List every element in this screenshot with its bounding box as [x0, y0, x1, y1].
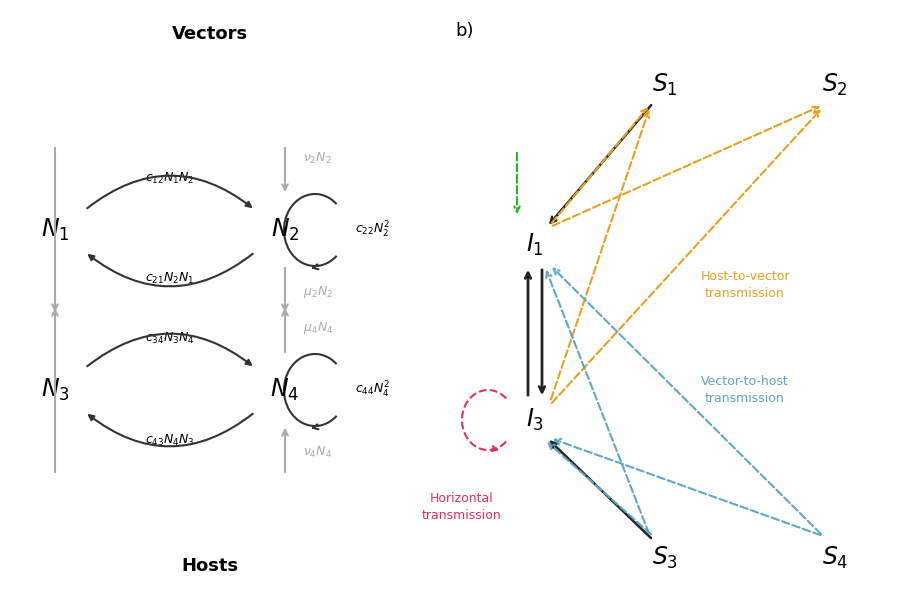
- Text: $N_2$: $N_2$: [271, 217, 300, 243]
- FancyArrowPatch shape: [89, 254, 253, 286]
- Text: $S_1$: $S_1$: [652, 72, 678, 98]
- Text: $N_4$: $N_4$: [270, 377, 300, 403]
- Text: $S_4$: $S_4$: [822, 545, 849, 571]
- Text: $N_3$: $N_3$: [40, 377, 69, 403]
- Text: $c_{12}N_1N_2$: $c_{12}N_1N_2$: [145, 170, 194, 185]
- Text: $c_{22}N_2^2$: $c_{22}N_2^2$: [355, 220, 391, 240]
- Text: Horizontal
transmission: Horizontal transmission: [422, 492, 502, 522]
- Text: $I_3$: $I_3$: [526, 407, 544, 433]
- Text: $I_1$: $I_1$: [526, 232, 544, 258]
- FancyArrowPatch shape: [313, 424, 319, 429]
- Text: $c_{44}N_4^2$: $c_{44}N_4^2$: [355, 380, 391, 400]
- Text: $c_{34}N_3N_4$: $c_{34}N_3N_4$: [145, 331, 195, 346]
- Text: Hosts: Hosts: [182, 557, 238, 575]
- Text: Host-to-vector
transmission: Host-to-vector transmission: [700, 270, 790, 300]
- Text: Vector-to-host
transmission: Vector-to-host transmission: [701, 375, 789, 405]
- FancyArrowPatch shape: [89, 414, 253, 446]
- Text: Vectors: Vectors: [172, 25, 248, 43]
- Text: $S_3$: $S_3$: [652, 545, 678, 571]
- Text: $\mu_4 N_4$: $\mu_4 N_4$: [303, 320, 333, 336]
- Text: b): b): [455, 22, 473, 40]
- Text: $S_2$: $S_2$: [822, 72, 848, 98]
- FancyArrowPatch shape: [87, 334, 251, 366]
- Text: $c_{21}N_2N_1$: $c_{21}N_2N_1$: [145, 271, 195, 286]
- Text: $N_1$: $N_1$: [40, 217, 69, 243]
- Text: $c_{43}N_4N_3$: $c_{43}N_4N_3$: [145, 433, 195, 448]
- FancyArrowPatch shape: [87, 176, 251, 208]
- Text: $\mu_2 N_2$: $\mu_2 N_2$: [303, 284, 333, 300]
- Text: $\nu_2 N_2$: $\nu_2 N_2$: [303, 151, 332, 166]
- FancyArrowPatch shape: [491, 446, 497, 451]
- Text: $\nu_4 N_4$: $\nu_4 N_4$: [303, 445, 332, 460]
- FancyArrowPatch shape: [313, 265, 319, 269]
